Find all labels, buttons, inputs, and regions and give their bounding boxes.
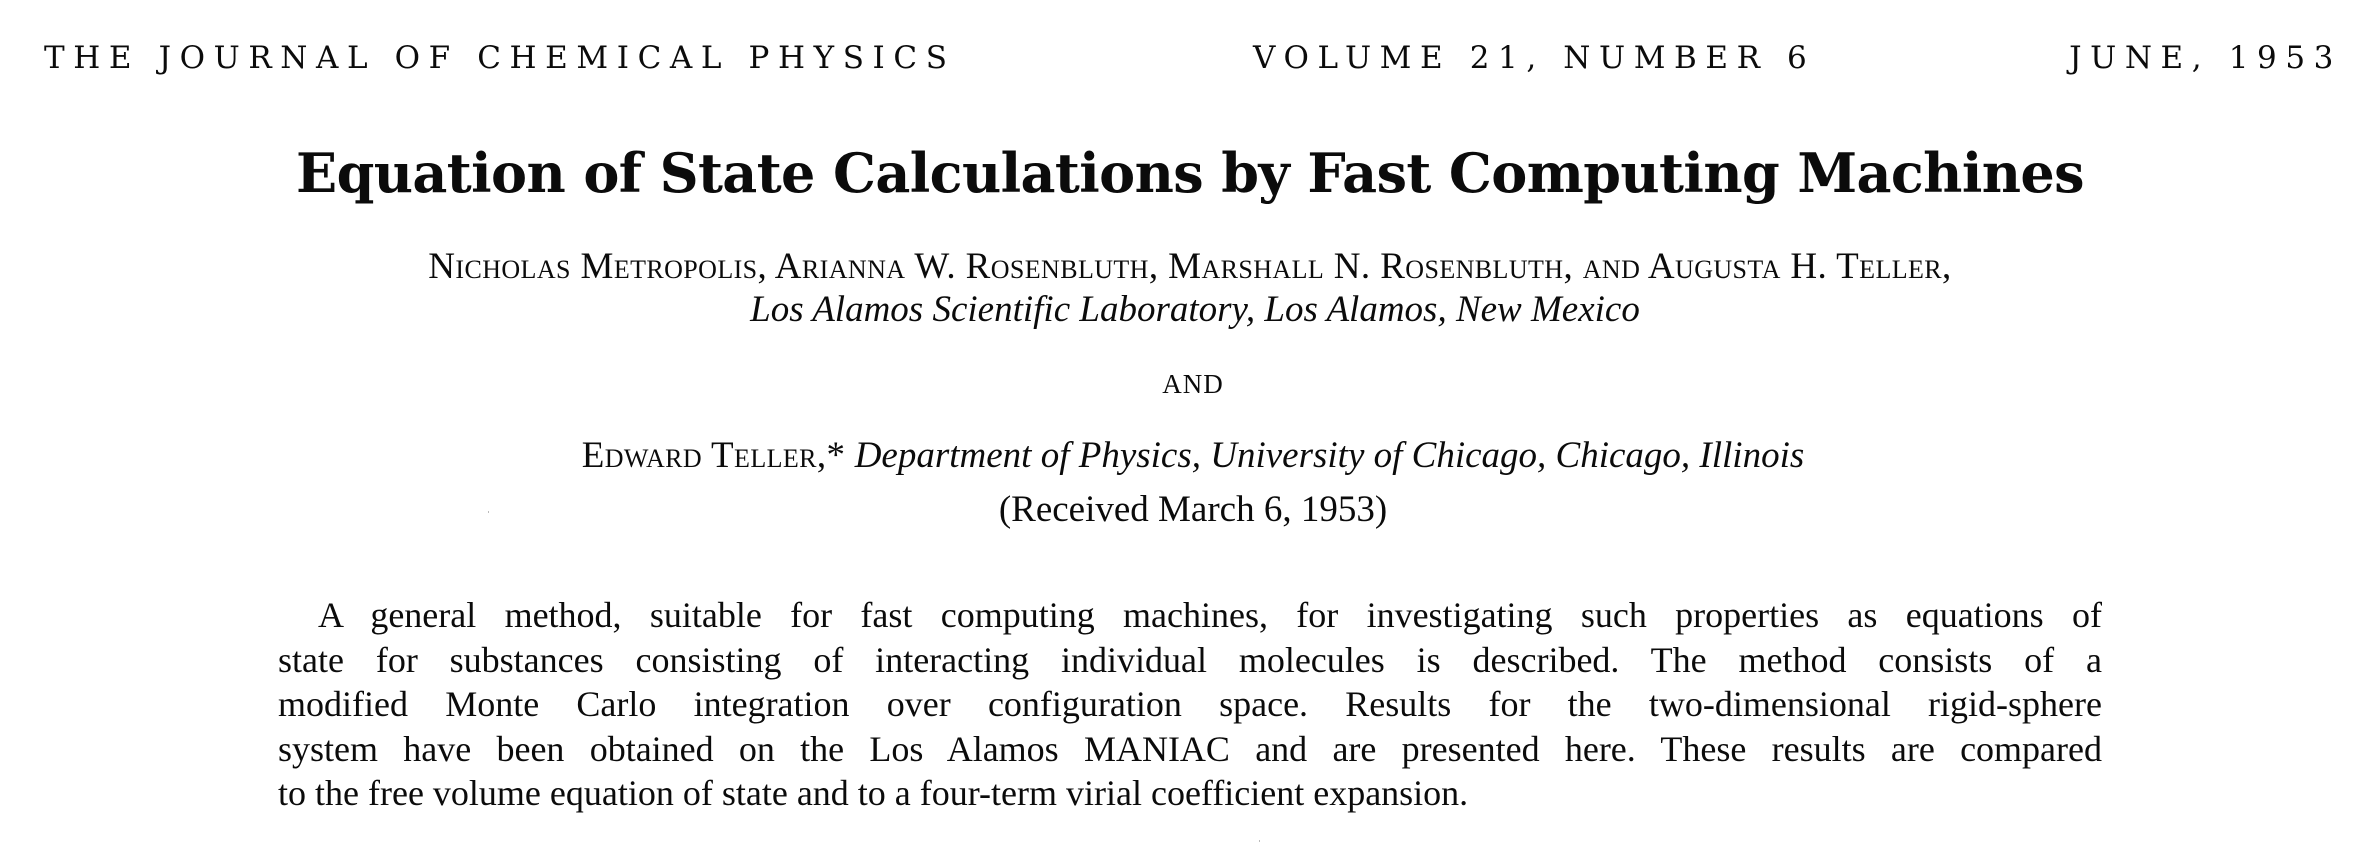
and-separator: AND <box>1162 369 1224 399</box>
abstract-line: to the free volume equation of state and… <box>278 773 1469 813</box>
second-author-line: Edward Teller,* Department of Physics, U… <box>0 434 2356 478</box>
volume-issue: VOLUME 21, NUMBER 6 <box>1253 40 1816 76</box>
scan-speck <box>1259 840 1260 842</box>
author-list: Nicholas Metropolis, Arianna W. Rosenblu… <box>428 246 1952 287</box>
abstract-line: A general method, suitable for fast comp… <box>318 595 2102 635</box>
abstract-line: system have been obtained on the Los Ala… <box>278 728 2102 769</box>
scan-speck <box>488 511 489 513</box>
affiliation-los-alamos: Los Alamos Scientific Laboratory, Los Al… <box>750 289 1640 330</box>
second-author-affiliation: Department of Physics, University of Chi… <box>854 435 1805 476</box>
second-author-name: Edward Teller,* <box>581 435 846 476</box>
received-date: (Received March 6, 1953) <box>998 489 1388 530</box>
publication-date: JUNE, 1953 <box>2069 40 2342 76</box>
running-head: THE JOURNAL OF CHEMICAL PHYSICS VOLUME 2… <box>0 38 2356 78</box>
abstract-line: modified Monte Carlo integration over co… <box>278 684 2102 724</box>
journal-name: THE JOURNAL OF CHEMICAL PHYSICS <box>44 40 956 76</box>
paper-title: Equation of State Calculations by Fast C… <box>296 141 2085 205</box>
abstract-line: state for substances consisting of inter… <box>278 639 2102 680</box>
abstract: A general method, suitable for fast comp… <box>278 593 2102 816</box>
